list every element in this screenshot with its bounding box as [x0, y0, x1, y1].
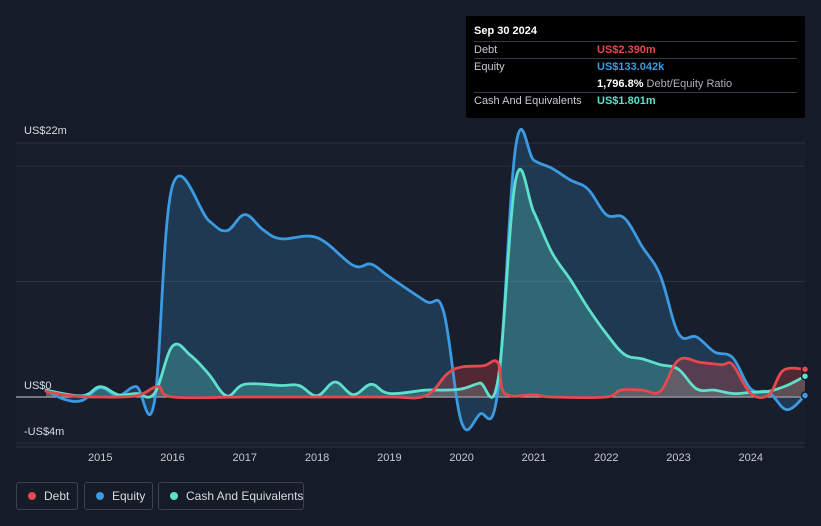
- legend-equity-label: Equity: [112, 489, 146, 503]
- equity-endpoint: [800, 391, 810, 400]
- legend-item-equity[interactable]: Equity: [84, 482, 153, 510]
- tooltip-row-cash: Cash And Equivalents US$1.801m: [474, 92, 797, 110]
- tooltip-ratio-value: 1,796.8%: [597, 78, 644, 90]
- x-tick-label: 2020: [449, 452, 473, 464]
- tooltip-panel: Sep 30 2024 Debt US$2.390m Equity US$133…: [466, 16, 805, 118]
- equity-area: [46, 129, 805, 430]
- x-tick-label: 2023: [666, 452, 690, 464]
- y-tick-label: US$0: [24, 380, 52, 392]
- cash-and-equivalents-endpoint: [800, 371, 810, 381]
- tooltip-equity-value: US$133.042k: [597, 61, 665, 73]
- x-tick-label: 2019: [377, 452, 401, 464]
- tooltip-ratio-note: Debt/Equity Ratio: [646, 78, 733, 90]
- tooltip-row-equity: Equity US$133.042k: [474, 58, 797, 76]
- debt-line: [44, 356, 807, 400]
- cash-legend-dot-icon: [170, 492, 178, 500]
- x-tick-label: 2017: [233, 452, 257, 464]
- x-tick-label: 2022: [594, 452, 618, 464]
- legend-cash-label: Cash And Equivalents: [186, 489, 304, 503]
- legend-item-debt[interactable]: Debt: [16, 482, 78, 510]
- equity-legend-dot-icon: [96, 492, 104, 500]
- series-lines: [44, 127, 807, 432]
- debt-endpoint: [800, 365, 810, 374]
- series-endpoints: [800, 365, 810, 400]
- tooltip-ratio-line: 1,796.8% Debt/Equity Ratio: [597, 78, 732, 90]
- equity-line: [44, 127, 807, 432]
- y-tick-label: US$22m: [24, 125, 67, 137]
- y-axis: US$22m US$0 -US$4m: [24, 125, 67, 438]
- y-tick-label: -US$4m: [24, 426, 64, 438]
- x-tick-label: 2024: [739, 452, 763, 464]
- x-axis: 2015 2016 2017 2018 2019 2020 2021 2022 2023 2024: [88, 452, 763, 464]
- x-tick-label: 2015: [88, 452, 112, 464]
- legend-item-cash[interactable]: Cash And Equivalents: [158, 482, 304, 510]
- tooltip-debt-label: Debt: [474, 44, 498, 56]
- cash-and-equivalents-line: [44, 167, 807, 399]
- tooltip-date: Sep 30 2024: [474, 25, 537, 37]
- tooltip-row-ratio: 1,796.8% Debt/Equity Ratio: [474, 75, 797, 93]
- tooltip-debt-value: US$2.390m: [597, 44, 656, 56]
- grid-lines: [16, 142, 805, 448]
- tooltip-cash-value: US$1.801m: [597, 95, 656, 107]
- debt-legend-dot-icon: [28, 492, 36, 500]
- x-tick-label: 2018: [305, 452, 329, 464]
- legend-debt-label: Debt: [44, 489, 70, 503]
- tooltip-cash-label: Cash And Equivalents: [474, 95, 582, 107]
- tooltip-equity-label: Equity: [474, 61, 505, 73]
- tooltip-row-debt: Debt US$2.390m: [474, 41, 797, 59]
- x-tick-label: 2016: [160, 452, 184, 464]
- x-tick-label: 2021: [522, 452, 546, 464]
